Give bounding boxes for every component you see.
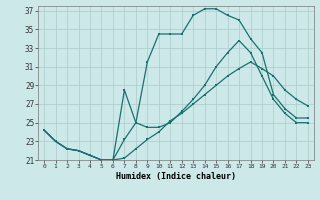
X-axis label: Humidex (Indice chaleur): Humidex (Indice chaleur) [116,172,236,181]
